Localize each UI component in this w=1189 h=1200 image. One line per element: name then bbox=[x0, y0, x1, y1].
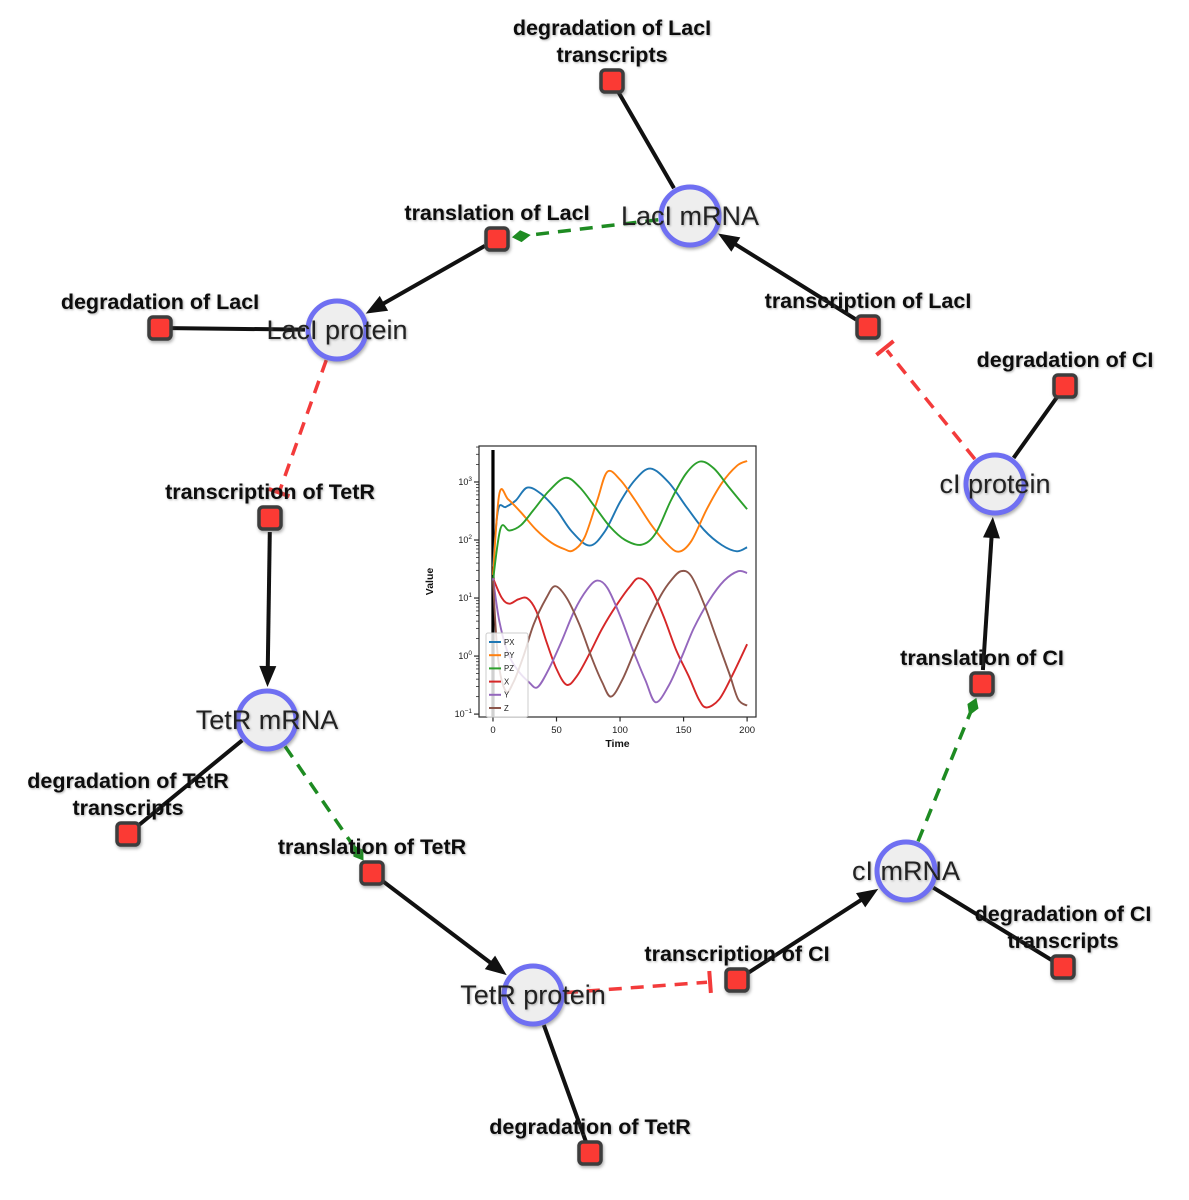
edge-consume-tetr_prot-deg_tetr bbox=[541, 1024, 588, 1143]
chart-legend-label-Z: Z bbox=[504, 704, 509, 713]
chart-y-tick: 103 bbox=[458, 476, 472, 487]
chart-x-tick: 0 bbox=[490, 725, 495, 736]
reaction-node-transl_laci[interactable] bbox=[484, 226, 510, 252]
reaction-label-transl_ci-line1: translation of CI bbox=[900, 646, 1064, 670]
chart-legend-label-Y: Y bbox=[504, 691, 510, 700]
edge-consume-tetr_mrna-deg_tetr_tx bbox=[136, 738, 244, 828]
reaction-label-deg_ci_tx-line1: degradation of CI bbox=[975, 902, 1152, 926]
chart-y-tick: 100 bbox=[458, 650, 472, 661]
edge-produce-transl_ci-ci_prot bbox=[980, 516, 1000, 671]
chart-legend bbox=[485, 632, 529, 718]
reaction-node-deg_ci[interactable] bbox=[1052, 373, 1078, 399]
reaction-label-txn_tetr-line1: transcription of TetR bbox=[165, 480, 375, 504]
reaction-node-deg_laci_tx[interactable] bbox=[599, 68, 625, 94]
species-label-tetr_mrna: TetR mRNA bbox=[196, 705, 339, 735]
reaction-label-deg_tetr_tx-line2: transcripts bbox=[72, 796, 183, 820]
chart-ylabel: Value bbox=[424, 568, 436, 596]
chart-series-X bbox=[492, 577, 748, 709]
reaction-label-transl_tetr-line1: translation of TetR bbox=[278, 835, 467, 859]
chart-x-tick: 200 bbox=[739, 725, 755, 736]
chart-legend-label-PY: PY bbox=[504, 651, 515, 660]
species-node-ci_prot[interactable] bbox=[963, 452, 1027, 516]
reaction-label-deg_laci_tx-line2: transcripts bbox=[556, 43, 667, 67]
species-node-tetr_mrna[interactable] bbox=[235, 688, 299, 752]
edge-produce-txn_tetr-tetr_mrna bbox=[259, 531, 277, 688]
edge-consume-laci_prot-deg_laci bbox=[171, 326, 306, 332]
species-label-ci_prot: cI protein bbox=[939, 469, 1050, 499]
chart-series-PY bbox=[492, 460, 748, 575]
chart-x-tick: 50 bbox=[551, 725, 562, 736]
species-label-ci_mrna: cI mRNA bbox=[852, 856, 960, 886]
reaction-label-transl_laci-line1: translation of LacI bbox=[404, 201, 589, 225]
chart-x-tick: 150 bbox=[676, 725, 692, 736]
reaction-label-deg_ci_tx-line2: transcripts bbox=[1007, 929, 1118, 953]
edge-modifier-laci_mrna-transl_laci bbox=[511, 218, 659, 243]
chart-y-tick: 10−1 bbox=[455, 708, 473, 719]
chart-xlabel: Time bbox=[605, 738, 629, 750]
reaction-node-txn_ci[interactable] bbox=[724, 967, 750, 993]
edge-inhibit-laci_prot-txn_tetr bbox=[268, 359, 328, 499]
reaction-node-transl_tetr[interactable] bbox=[359, 860, 385, 886]
species-label-laci_mrna: LacI mRNA bbox=[621, 201, 759, 231]
edge-consume-laci_mrna-deg_laci_tx bbox=[616, 90, 676, 190]
labels-layer: degradation of LacI transcripts translatio… bbox=[27, 16, 1153, 1139]
inset-chart: 0 50 100 150 200 10−1 100 101 102 103 Time Value PX P… bbox=[424, 445, 757, 750]
edge-consume-ci_mrna-deg_ci_tx bbox=[932, 885, 1054, 963]
chart-frame bbox=[478, 445, 757, 718]
reaction-label-txn_ci-line1: transcription of CI bbox=[644, 942, 829, 966]
chart-series-PZ bbox=[492, 460, 748, 581]
edge-produce-transl_laci-laci_prot bbox=[365, 244, 486, 314]
species-node-laci_prot[interactable] bbox=[305, 298, 369, 362]
chart-legend-label-X: X bbox=[504, 677, 510, 686]
species-label-tetr_prot: TetR protein bbox=[460, 980, 606, 1010]
edge-modifier-tetr_mrna-transl_tetr bbox=[283, 745, 364, 861]
edge-inhibit-tetr_prot-txn_ci bbox=[564, 970, 713, 995]
reaction-node-deg_tetr[interactable] bbox=[577, 1140, 603, 1166]
reaction-node-deg_laci[interactable] bbox=[147, 315, 173, 341]
reaction-node-txn_laci[interactable] bbox=[855, 314, 881, 340]
edges-layer bbox=[136, 90, 1060, 1143]
species-node-tetr_prot[interactable] bbox=[501, 963, 565, 1027]
chart-y-tick: 102 bbox=[458, 534, 472, 545]
reaction-label-deg_tetr-line1: degradation of TetR bbox=[489, 1115, 691, 1139]
reaction-label-deg_laci_tx-line1: degradation of LacI bbox=[513, 16, 711, 40]
edge-modifier-ci_mrna-transl_ci bbox=[916, 697, 979, 843]
species-node-laci_mrna[interactable] bbox=[658, 184, 722, 248]
reaction-label-deg_tetr_tx-line1: degradation of TetR bbox=[27, 769, 229, 793]
edge-consume-ci_prot-deg_ci bbox=[1011, 394, 1060, 460]
species-node-ci_mrna[interactable] bbox=[874, 839, 938, 903]
edge-produce-transl_tetr-tetr_prot bbox=[381, 879, 507, 976]
chart-legend-label-PZ: PZ bbox=[504, 664, 514, 673]
reaction-node-transl_ci[interactable] bbox=[969, 671, 995, 697]
reaction-node-deg_ci_tx[interactable] bbox=[1050, 954, 1076, 980]
reaction-node-txn_tetr[interactable] bbox=[257, 505, 283, 531]
reaction-node-deg_tetr_tx[interactable] bbox=[115, 821, 141, 847]
reaction-label-deg_ci-line1: degradation of CI bbox=[977, 348, 1154, 372]
chart-series-PX bbox=[492, 467, 748, 567]
reaction-label-deg_laci-line1: degradation of LacI bbox=[61, 290, 259, 314]
edge-produce-txn_ci-ci_mrna bbox=[747, 888, 879, 975]
chart-legend-label-PX: PX bbox=[504, 638, 515, 647]
edge-produce-txn_laci-laci_mrna bbox=[718, 233, 858, 322]
species-label-laci_prot: LacI protein bbox=[266, 315, 407, 345]
nodes-layer bbox=[115, 68, 1078, 1166]
reaction-label-txn_laci-line1: transcription of LacI bbox=[765, 289, 972, 313]
chart-x-tick: 100 bbox=[612, 725, 628, 736]
chart-y-tick: 101 bbox=[458, 592, 472, 603]
edge-inhibit-ci_prot-txn_laci bbox=[875, 339, 977, 461]
